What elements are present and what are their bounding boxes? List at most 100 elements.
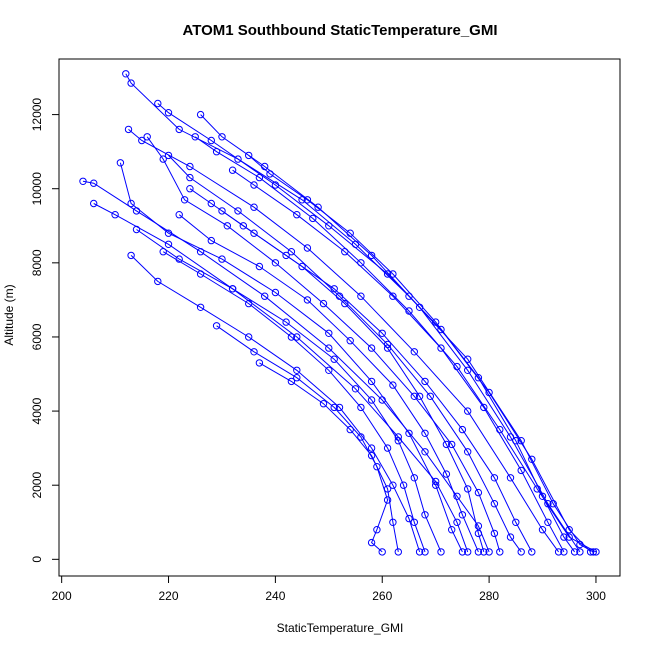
data-point — [346, 229, 354, 237]
data-point — [373, 463, 381, 471]
data-point — [544, 518, 552, 526]
data-point — [490, 500, 499, 508]
data-point — [282, 251, 290, 260]
series-line — [82, 180, 490, 553]
data-point — [512, 437, 520, 445]
data-point — [437, 344, 445, 352]
data-point — [464, 448, 472, 456]
data-point — [127, 199, 135, 208]
data-point — [266, 170, 274, 178]
data-point — [399, 481, 408, 489]
data-point — [239, 222, 248, 230]
data-point — [124, 125, 133, 134]
series-line — [178, 214, 479, 553]
data-point — [405, 429, 413, 437]
series-16 — [228, 166, 568, 556]
data-point — [565, 533, 573, 541]
data-point — [421, 548, 429, 556]
data-point — [293, 211, 301, 219]
data-point — [389, 292, 397, 300]
data-point — [127, 251, 135, 260]
data-point — [164, 151, 173, 160]
data-point — [346, 425, 354, 434]
x-tick-label: 280 — [479, 589, 499, 603]
series-line — [162, 251, 426, 553]
data-point — [458, 425, 467, 434]
data-point — [111, 211, 119, 219]
data-point — [367, 344, 376, 352]
data-point — [250, 181, 258, 189]
data-point — [298, 262, 306, 271]
data-point — [303, 196, 312, 204]
data-point — [127, 79, 135, 87]
data-point — [196, 270, 205, 278]
data-point — [271, 288, 280, 297]
data-point — [517, 466, 525, 475]
data-point — [421, 429, 429, 437]
y-axis-label: Altitude (m) — [2, 284, 16, 345]
series-17 — [255, 359, 402, 556]
data-point — [330, 285, 338, 293]
data-point — [228, 285, 237, 293]
data-point — [496, 548, 504, 556]
data-point — [415, 548, 424, 556]
data-point — [175, 211, 183, 219]
data-point — [538, 526, 547, 534]
data-point — [186, 162, 194, 171]
data-point — [330, 355, 338, 363]
series-line — [232, 169, 565, 553]
y-tick-label: 8000 — [30, 249, 44, 276]
data-point — [79, 177, 87, 186]
data-point — [538, 492, 547, 500]
data-point — [560, 533, 568, 541]
series-line — [194, 136, 597, 553]
data-point — [245, 299, 253, 308]
data-point — [212, 148, 221, 156]
data-point — [314, 203, 322, 211]
y-tick-label: 0 — [30, 556, 44, 563]
data-point — [437, 548, 445, 556]
data-point — [271, 259, 280, 267]
series-3 — [154, 99, 595, 556]
data-point — [421, 448, 429, 456]
data-point — [132, 225, 141, 234]
x-tick-label: 300 — [586, 589, 606, 603]
data-point — [218, 133, 226, 141]
data-point — [228, 166, 237, 174]
data-point — [186, 185, 194, 193]
series-line — [189, 188, 485, 553]
data-point — [458, 548, 467, 556]
series-4 — [196, 110, 584, 556]
x-tick-label: 260 — [372, 589, 392, 603]
data-point — [196, 303, 205, 311]
data-point — [378, 329, 386, 337]
data-point — [207, 199, 216, 208]
data-point — [442, 440, 451, 449]
data-point — [389, 270, 397, 278]
data-point — [357, 433, 365, 441]
data-point — [453, 518, 461, 526]
data-point — [90, 199, 98, 208]
data-point — [207, 136, 216, 145]
series-6 — [79, 177, 493, 556]
data-point — [373, 526, 381, 534]
data-point — [255, 262, 264, 271]
series-2 — [124, 125, 563, 556]
data-point — [351, 385, 360, 393]
data-point — [506, 533, 515, 541]
data-point — [367, 396, 376, 404]
data-point — [207, 236, 216, 245]
series-8 — [116, 159, 467, 556]
series-20 — [159, 248, 429, 556]
data-point — [191, 133, 199, 141]
data-point — [357, 292, 365, 300]
series-line — [130, 255, 421, 553]
data-point — [458, 511, 467, 519]
data-point — [554, 548, 563, 556]
data-point — [474, 374, 483, 382]
data-point — [490, 474, 499, 482]
x-axis-label: StaticTemperature_GMI — [277, 621, 404, 635]
x-tick-label: 200 — [52, 589, 72, 603]
data-point — [341, 299, 349, 308]
data-point — [464, 407, 472, 415]
